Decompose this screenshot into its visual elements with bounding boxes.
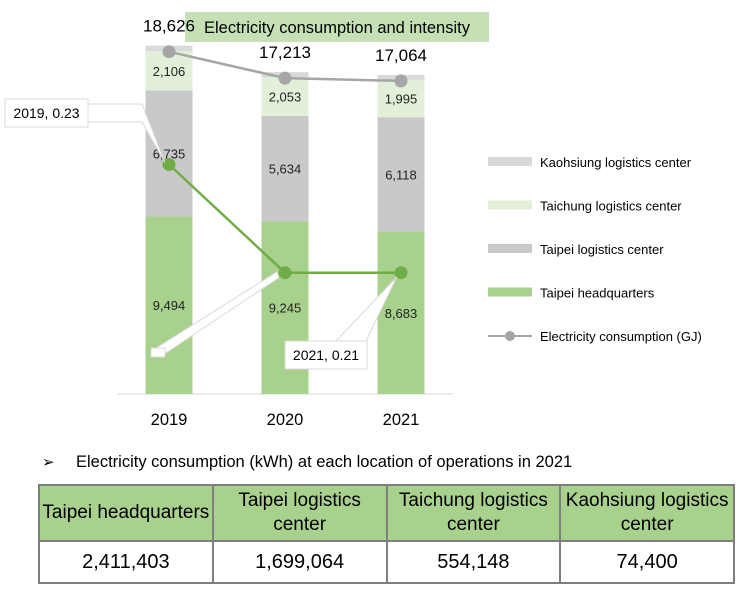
legend-label-taipei-headquarters: Taipei headquarters (540, 286, 655, 301)
table-caption: ➢ Electricity consumption (kWh) at each … (42, 450, 732, 474)
intensity-callout-box-2021 (284, 340, 368, 370)
intensity-callout-box-2019 (4, 98, 89, 128)
location-consumption-table: Taipei headquarters Taipei logistics cen… (38, 484, 735, 584)
data-label-taichung-logistics-center-2020: 2,053 (269, 90, 302, 105)
chart-title: Electricity consumption and intensity (204, 19, 471, 37)
legend-label-taipei-logistics-center: Taipei logistics center (540, 242, 664, 257)
electricity-consumption-point-2019 (162, 45, 176, 59)
data-label-taipei-logistics-center-2020: 5,634 (269, 161, 302, 176)
legend-swatch-taipei-headquarters (488, 287, 532, 297)
electricity-consumption-point-2020 (278, 71, 292, 85)
electricity-intensity-point-2020 (278, 266, 292, 280)
header-kaohsiung-logistics-center: Kaohsiung logistics center (559, 484, 735, 542)
table-header-row: Taipei headquarters Taipei logistics cen… (38, 484, 735, 542)
value-taipei-headquarters: 2,411,403 (38, 540, 214, 584)
data-label-taichung-logistics-center-2021: 1,995 (385, 92, 418, 107)
x-tick-label-2019: 2019 (151, 411, 188, 429)
stacked-bar-chart: Electricity consumption and intensity 9,4… (4, 12, 702, 429)
value-kaohsiung-logistics-center: 74,400 (559, 540, 735, 584)
value-taichung-logistics-center: 554,148 (385, 540, 562, 584)
x-tick-label-2021: 2021 (383, 411, 420, 429)
electricity-intensity-point-2019 (162, 157, 176, 171)
intensity-callout-2021: 2021, 0.21 (293, 347, 359, 363)
total-label-2019: 18,626 (143, 17, 195, 36)
bar-taipei-logistics-center-2020 (261, 115, 309, 222)
legend-swatch-taipei-logistics-center (488, 244, 532, 253)
legend-label-electricity-consumption-gj: Electricity consumption (GJ) (540, 329, 702, 344)
table-value-row: 2,411,403 1,699,064 554,148 74,400 (38, 540, 735, 584)
total-label-2020: 17,213 (259, 43, 311, 62)
data-label-taipei-headquarters-2020: 9,245 (269, 301, 302, 316)
data-label-taipei-logistics-center-2021: 6,118 (385, 167, 417, 182)
legend-swatch-marker-electricity-consumption-gj (505, 331, 515, 341)
bar-taipei-headquarters-2019 (145, 216, 193, 394)
header-taichung-logistics-center: Taichung logistics center (385, 484, 562, 542)
caption-text: Electricity consumption (kWh) at each lo… (76, 452, 573, 471)
arrow-bullet-icon: ➢ (42, 454, 55, 471)
data-label-taipei-headquarters-2021: 8,683 (385, 306, 418, 321)
data-label-taichung-logistics-center-2019: 2,106 (153, 64, 186, 79)
bar-taipei-headquarters-2021 (377, 231, 425, 394)
x-tick-label-2020: 2020 (267, 411, 304, 429)
value-taipei-logistics-center: 1,699,064 (211, 540, 388, 584)
legend-swatch-kaohsiung-logistics-center (488, 157, 532, 166)
total-label-2021: 17,064 (375, 46, 427, 65)
electricity-consumption-point-2021 (394, 74, 408, 88)
data-label-taipei-logistics-center-2019: 6,735 (153, 146, 186, 161)
intensity-leader-box-2020 (150, 347, 166, 358)
legend-swatch-taichung-logistics-center (488, 200, 532, 210)
bar-taipei-logistics-center-2019 (145, 90, 193, 217)
electricity-intensity-point-2021 (394, 266, 408, 280)
data-label-taipei-headquarters-2019: 9,494 (153, 298, 186, 313)
chart-title-box (185, 12, 489, 42)
legend-label-taichung-logistics-center: Taichung logistics center (540, 199, 682, 214)
legend-label-kaohsiung-logistics-center: Kaohsiung logistics center (540, 155, 692, 170)
header-taipei-logistics-center: Taipei logistics center (211, 484, 388, 542)
header-taipei-headquarters: Taipei headquarters (38, 484, 214, 542)
bar-taipei-logistics-center-2021 (377, 117, 425, 232)
intensity-callout-2019: 2019, 0.23 (13, 105, 79, 121)
